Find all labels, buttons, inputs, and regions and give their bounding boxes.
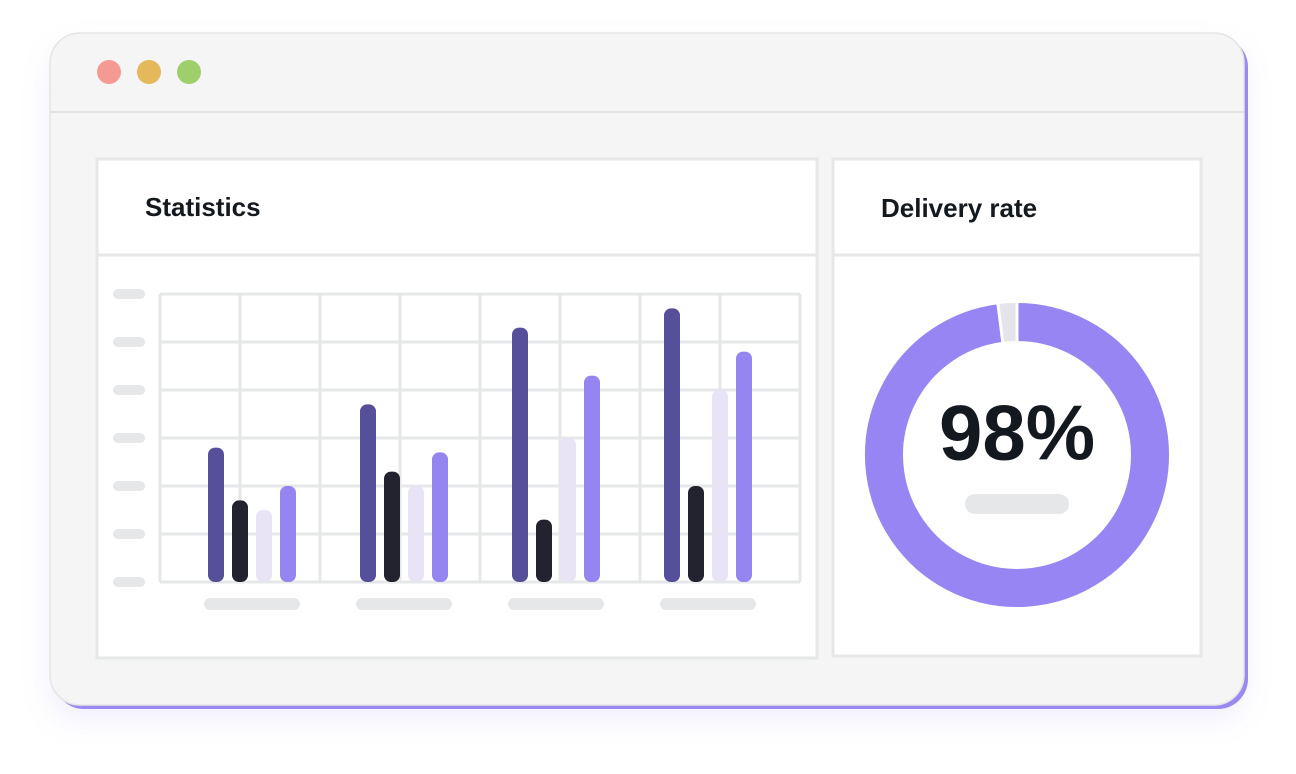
x-label-placeholder xyxy=(356,598,452,610)
y-tick-placeholder xyxy=(113,529,145,539)
y-tick-placeholder xyxy=(113,433,145,443)
donut-value-label: 98% xyxy=(939,389,1095,477)
bar xyxy=(256,510,272,582)
bar xyxy=(384,471,400,582)
x-label-placeholder xyxy=(660,598,756,610)
maximize-button[interactable] xyxy=(177,60,201,84)
x-label-placeholder xyxy=(204,598,300,610)
y-tick-placeholder xyxy=(113,577,145,587)
panel-title: Statistics xyxy=(145,192,261,222)
donut-separator xyxy=(996,302,1005,345)
bar xyxy=(232,500,248,582)
minimize-button[interactable] xyxy=(137,60,161,84)
y-tick-placeholder xyxy=(113,337,145,347)
x-label-placeholder xyxy=(508,598,604,610)
y-tick-placeholder xyxy=(113,289,145,299)
bar xyxy=(560,438,576,582)
bar xyxy=(432,452,448,582)
bar xyxy=(536,519,552,582)
bar xyxy=(664,308,680,582)
bar xyxy=(512,327,528,582)
bar xyxy=(736,351,752,582)
bar xyxy=(688,486,704,582)
caption-placeholder xyxy=(965,494,1069,514)
bar xyxy=(408,486,424,582)
bar xyxy=(360,404,376,582)
bar xyxy=(208,447,224,582)
bar xyxy=(280,486,296,582)
close-button[interactable] xyxy=(97,60,121,84)
bar xyxy=(712,390,728,582)
y-tick-placeholder xyxy=(113,385,145,395)
y-tick-placeholder xyxy=(113,481,145,491)
donut-arc xyxy=(865,303,1169,607)
panel-title: Delivery rate xyxy=(881,193,1037,223)
bar xyxy=(584,375,600,582)
